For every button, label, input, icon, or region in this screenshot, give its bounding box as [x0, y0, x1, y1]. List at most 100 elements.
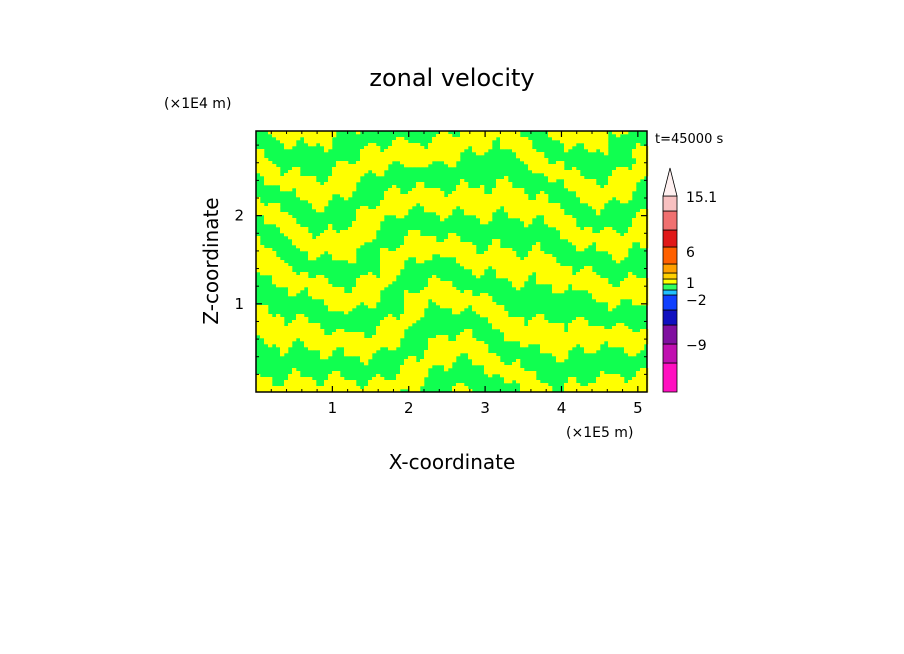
field-cell — [504, 377, 509, 381]
field-cell — [560, 284, 565, 288]
field-cell — [476, 188, 481, 192]
field-cell — [276, 182, 281, 186]
field-cell — [436, 248, 441, 252]
field-cell — [640, 371, 645, 375]
field-cell — [440, 242, 445, 246]
field-cell — [424, 239, 429, 243]
field-cell — [412, 197, 417, 201]
field-cell — [496, 257, 501, 261]
field-cell — [260, 305, 265, 309]
field-cell — [376, 158, 381, 162]
field-cell — [384, 389, 389, 393]
field-cell — [628, 284, 633, 288]
field-cell — [292, 380, 297, 384]
field-cell — [456, 299, 461, 303]
field-cell — [400, 152, 405, 156]
field-cell — [320, 203, 325, 207]
field-cell — [272, 173, 277, 177]
field-cell — [488, 302, 493, 306]
field-cell — [632, 278, 637, 282]
field-cell — [344, 242, 349, 246]
field-cell — [300, 227, 305, 231]
field-cell — [452, 239, 457, 243]
field-cell — [568, 275, 573, 279]
field-cell — [368, 347, 373, 351]
field-cell — [344, 161, 349, 165]
field-cell — [588, 203, 593, 207]
field-cell — [628, 278, 633, 282]
field-cell — [356, 290, 361, 294]
field-cell — [268, 131, 273, 135]
field-cell — [500, 140, 505, 144]
field-cell — [324, 143, 329, 147]
field-cell — [412, 362, 417, 366]
field-cell — [640, 332, 645, 336]
field-cell — [468, 251, 473, 255]
field-cell — [368, 275, 373, 279]
field-cell — [628, 227, 633, 231]
field-cell — [492, 134, 497, 138]
field-cell — [612, 188, 617, 192]
field-cell — [600, 326, 605, 330]
field-cell — [640, 173, 645, 177]
field-cell — [288, 275, 293, 279]
field-cell — [264, 314, 269, 318]
field-cell — [316, 197, 321, 201]
field-cell — [288, 230, 293, 234]
field-cell — [304, 335, 309, 339]
field-cell — [492, 308, 497, 312]
field-cell — [388, 386, 393, 390]
field-cell — [388, 329, 393, 333]
field-cell — [380, 332, 385, 336]
field-cell — [256, 308, 261, 312]
field-cell — [340, 302, 345, 306]
field-cell — [468, 356, 473, 360]
field-cell — [388, 266, 393, 270]
field-cell — [480, 356, 485, 360]
field-cell — [352, 302, 357, 306]
field-cell — [264, 272, 269, 276]
field-cell — [632, 167, 637, 171]
field-cell — [396, 329, 401, 333]
field-cell — [568, 182, 573, 186]
field-cell — [436, 140, 441, 144]
field-cell — [268, 203, 273, 207]
field-cell — [592, 281, 597, 285]
field-cell — [580, 179, 585, 183]
field-cell — [532, 326, 537, 330]
field-cell — [644, 221, 649, 225]
field-cell — [464, 131, 469, 135]
field-cell — [544, 203, 549, 207]
field-cell — [572, 230, 577, 234]
field-cell — [596, 203, 601, 207]
field-cell — [552, 164, 557, 168]
field-cell — [584, 236, 589, 240]
field-cell — [336, 176, 341, 180]
field-cell — [528, 386, 533, 390]
field-cell — [400, 314, 405, 318]
field-cell — [408, 164, 413, 168]
field-cell — [432, 155, 437, 159]
field-cell — [620, 293, 625, 297]
field-cell — [296, 239, 301, 243]
field-cell — [272, 338, 277, 342]
field-cell — [308, 323, 313, 327]
field-cell — [256, 254, 261, 258]
field-cell — [428, 152, 433, 156]
field-cell — [548, 224, 553, 228]
field-cell — [416, 230, 421, 234]
field-cell — [580, 329, 585, 333]
field-cell — [424, 209, 429, 213]
field-cell — [600, 296, 605, 300]
field-cell — [412, 302, 417, 306]
field-cell — [536, 197, 541, 201]
field-cell — [292, 173, 297, 177]
field-cell — [576, 320, 581, 324]
field-cell — [440, 248, 445, 252]
field-cell — [396, 260, 401, 264]
field-cell — [624, 248, 629, 252]
field-cell — [368, 212, 373, 216]
field-cell — [452, 197, 457, 201]
field-cell — [540, 164, 545, 168]
field-cell — [616, 239, 621, 243]
